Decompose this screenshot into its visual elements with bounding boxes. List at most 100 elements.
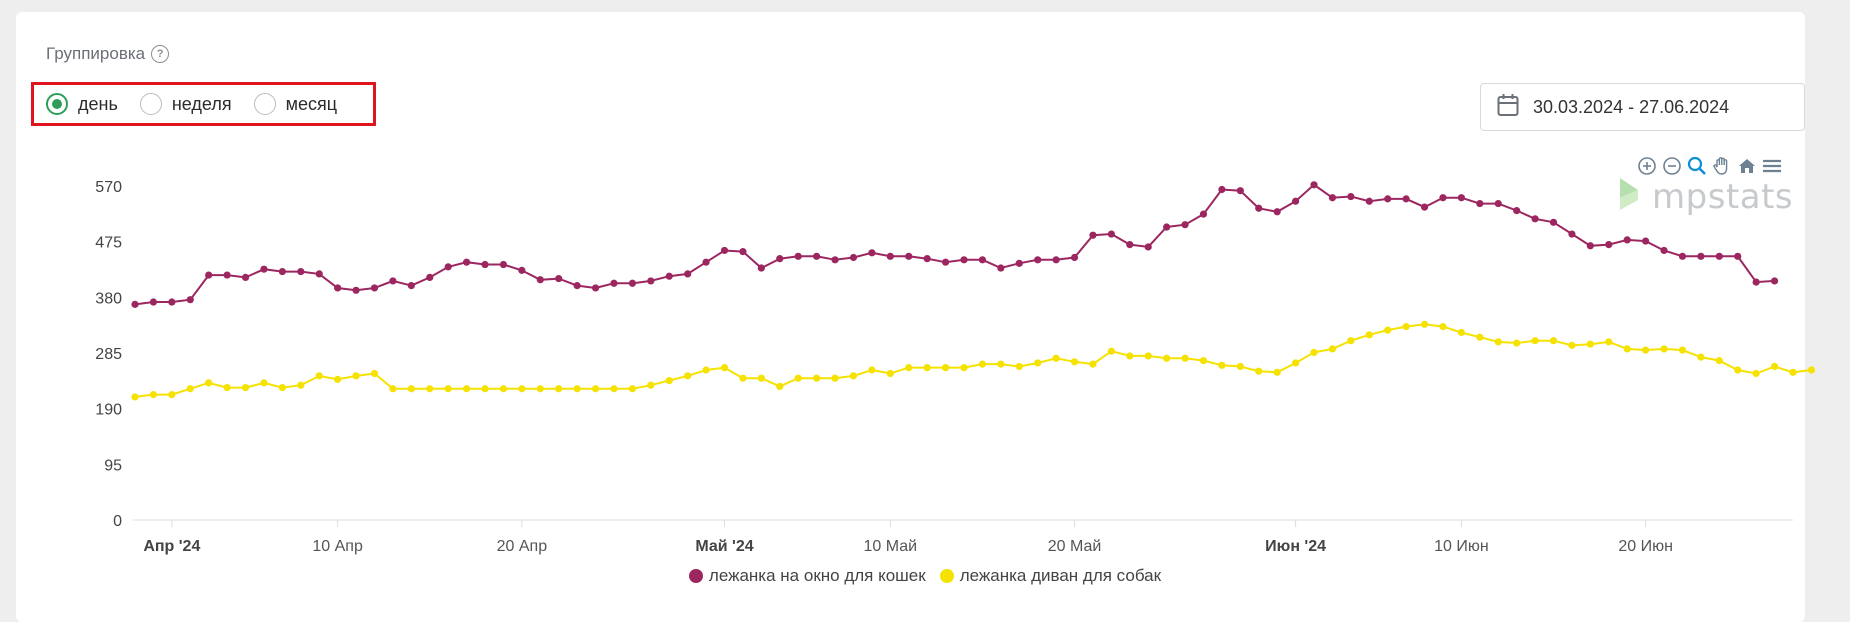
- data-point[interactable]: [481, 260, 489, 269]
- data-point[interactable]: [1328, 194, 1337, 202]
- data-point[interactable]: [1586, 242, 1594, 250]
- data-point[interactable]: [297, 381, 305, 389]
- data-point[interactable]: [1199, 210, 1208, 218]
- data-point[interactable]: [1292, 359, 1300, 367]
- data-point[interactable]: [1070, 358, 1079, 366]
- data-point[interactable]: [1144, 352, 1152, 360]
- menu-icon[interactable]: [1762, 156, 1782, 176]
- data-point[interactable]: [941, 258, 950, 266]
- data-point[interactable]: [776, 255, 784, 263]
- data-point[interactable]: [1531, 337, 1539, 345]
- data-point[interactable]: [1660, 246, 1668, 255]
- data-point[interactable]: [813, 252, 821, 260]
- data-point[interactable]: [186, 385, 194, 393]
- data-point[interactable]: [1402, 195, 1410, 203]
- data-point[interactable]: [1642, 346, 1650, 354]
- data-point[interactable]: [1199, 357, 1208, 365]
- data-point[interactable]: [1236, 187, 1244, 195]
- data-point[interactable]: [426, 385, 434, 393]
- data-point[interactable]: [297, 267, 305, 276]
- data-point[interactable]: [757, 374, 765, 382]
- data-point[interactable]: [1328, 345, 1337, 353]
- data-point[interactable]: [886, 252, 894, 260]
- data-point[interactable]: [168, 391, 176, 399]
- data-point[interactable]: [905, 364, 913, 372]
- data-point[interactable]: [941, 364, 950, 372]
- data-point[interactable]: [1494, 338, 1502, 346]
- data-point[interactable]: [1218, 361, 1226, 369]
- data-point[interactable]: [591, 385, 600, 393]
- data-point[interactable]: [1734, 252, 1742, 260]
- data-point[interactable]: [776, 382, 784, 390]
- data-point[interactable]: [205, 271, 213, 279]
- data-point[interactable]: [168, 298, 176, 306]
- data-point[interactable]: [1347, 192, 1355, 201]
- data-point[interactable]: [1420, 320, 1429, 328]
- data-point[interactable]: [1107, 347, 1115, 355]
- zoom-in-icon[interactable]: [1637, 156, 1657, 176]
- data-point[interactable]: [518, 266, 526, 274]
- data-point[interactable]: [628, 385, 637, 393]
- data-point[interactable]: [463, 385, 471, 393]
- data-point[interactable]: [1034, 256, 1042, 264]
- radio-week[interactable]: неделя: [139, 93, 232, 115]
- data-point[interactable]: [1402, 323, 1410, 331]
- data-point[interactable]: [1439, 194, 1447, 202]
- data-point[interactable]: [978, 360, 987, 368]
- data-point[interactable]: [334, 284, 342, 292]
- data-point[interactable]: [1034, 359, 1042, 367]
- data-point[interactable]: [628, 279, 637, 287]
- data-point[interactable]: [1273, 208, 1281, 216]
- data-point[interactable]: [1255, 204, 1263, 212]
- data-point[interactable]: [684, 270, 692, 278]
- data-point[interactable]: [849, 372, 858, 380]
- data-point[interactable]: [1107, 230, 1115, 238]
- data-point[interactable]: [1605, 338, 1613, 346]
- data-point[interactable]: [1605, 240, 1613, 249]
- data-point[interactable]: [831, 374, 839, 382]
- help-icon[interactable]: ?: [151, 45, 170, 63]
- date-range-picker[interactable]: 30.03.2024 - 27.06.2024: [1480, 83, 1805, 131]
- data-point[interactable]: [831, 256, 839, 264]
- legend-item-series2[interactable]: лежанка диван для собак: [939, 566, 1161, 586]
- zoom-out-icon[interactable]: [1662, 156, 1682, 176]
- data-point[interactable]: [278, 383, 286, 392]
- data-point[interactable]: [315, 372, 323, 380]
- data-point[interactable]: [868, 249, 876, 257]
- data-point[interactable]: [1365, 197, 1373, 205]
- data-point[interactable]: [1310, 348, 1318, 357]
- data-point[interactable]: [1015, 259, 1023, 267]
- data-point[interactable]: [1752, 369, 1760, 378]
- data-point[interactable]: [1715, 357, 1723, 365]
- data-point[interactable]: [1494, 199, 1502, 208]
- data-point[interactable]: [1015, 362, 1023, 371]
- data-point[interactable]: [499, 260, 508, 269]
- data-point[interactable]: [1697, 353, 1705, 361]
- legend-item-series1[interactable]: лежанка на окно для кошек: [688, 566, 926, 586]
- data-point[interactable]: [1126, 352, 1134, 360]
- data-point[interactable]: [223, 271, 231, 279]
- data-point[interactable]: [1513, 339, 1521, 347]
- data-point[interactable]: [1513, 207, 1521, 215]
- data-point[interactable]: [647, 381, 655, 389]
- data-point[interactable]: [1476, 199, 1484, 208]
- data-point[interactable]: [960, 256, 968, 264]
- data-point[interactable]: [389, 277, 397, 285]
- radio-month-indicator[interactable]: [253, 93, 276, 115]
- data-point[interactable]: [1568, 341, 1576, 349]
- data-point[interactable]: [1420, 203, 1429, 211]
- data-point[interactable]: [1752, 278, 1760, 286]
- data-point[interactable]: [1089, 360, 1097, 368]
- data-point[interactable]: [1126, 240, 1134, 249]
- data-point[interactable]: [1457, 328, 1465, 337]
- data-point[interactable]: [499, 385, 508, 393]
- data-point[interactable]: [905, 252, 913, 260]
- data-point[interactable]: [205, 379, 213, 387]
- data-point[interactable]: [149, 298, 158, 306]
- data-point[interactable]: [389, 385, 397, 393]
- data-point[interactable]: [241, 383, 250, 392]
- data-point[interactable]: [1770, 362, 1779, 371]
- data-point[interactable]: [573, 385, 581, 393]
- data-point[interactable]: [794, 252, 802, 260]
- data-point[interactable]: [1163, 354, 1171, 362]
